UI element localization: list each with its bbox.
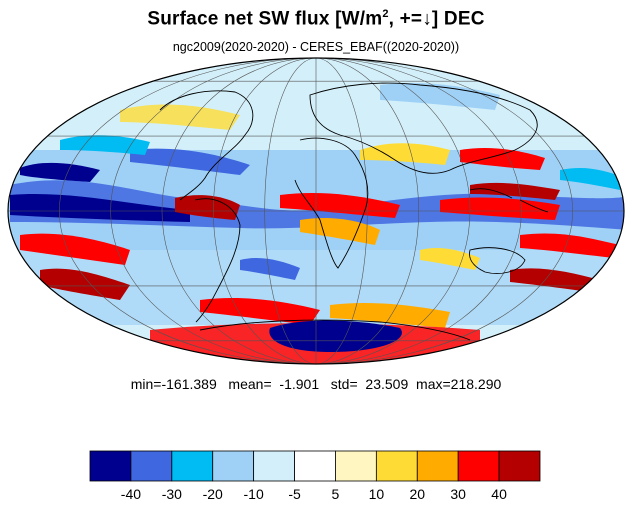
meridian-line [315, 58, 471, 364]
meridian-line [264, 58, 317, 364]
colorbar-swatch [253, 450, 295, 482]
colorbar-swatch [294, 450, 336, 482]
plot-subtitle: ngc2009(2020-2020) - CERES_EBAF((2020-20… [172, 40, 460, 54]
title-superscript: 2 [382, 8, 389, 20]
graticule [8, 58, 624, 364]
plot-title: Surface net SW flux [W/m2, +=↓] DEC [0, 8, 632, 30]
title-tail: , +=↓] DEC [388, 8, 485, 30]
meridian-line [161, 58, 317, 364]
map-border [7, 57, 625, 365]
colorbar-swatch [130, 450, 173, 482]
meridian-line [110, 58, 317, 364]
colorbar-swatch [457, 450, 500, 482]
colorbar-tick-label: 40 [491, 486, 507, 502]
stat-max-value: 218.290 [450, 376, 502, 392]
colorbar-tick-label: -10 [244, 486, 264, 502]
stat-std-value: 23.509 [361, 376, 409, 392]
stat-min-label: min= [130, 376, 162, 392]
meridian-line [315, 58, 419, 364]
colorbar-tick-label: 20 [409, 486, 425, 502]
stat-max-label: max= [416, 376, 451, 392]
colorbar-tick-label: -30 [162, 486, 182, 502]
colorbar-tick-label: -5 [288, 486, 301, 502]
colorbar-swatch [498, 450, 541, 482]
colorbar-swatch [171, 450, 214, 482]
meridian-line [315, 58, 368, 364]
stats-line: min=-161.389 mean= -1.901 std= 23.509 ma… [0, 376, 632, 392]
meridian-line [315, 58, 573, 364]
colorbar-tick-label: -40 [121, 486, 141, 502]
colorbar-swatch [335, 450, 377, 482]
colorbar-tick-label: 5 [332, 486, 340, 502]
meridian-line [315, 58, 522, 364]
stat-mean-value: -1.901 [275, 376, 320, 392]
meridian-line [59, 58, 317, 364]
colorbar-tick-label: -20 [203, 486, 223, 502]
colorbar-tick-label: 10 [369, 486, 385, 502]
colorbar-swatch [212, 450, 255, 482]
colorbar-swatch [416, 450, 459, 482]
meridian-line [213, 58, 317, 364]
colorbar-swatch [375, 450, 418, 482]
stat-std-label: std= [330, 376, 358, 392]
title-main: Surface net SW flux [W/m [147, 8, 383, 30]
colorbar-tick-label: 30 [450, 486, 466, 502]
stat-min-value: -161.389 [161, 376, 217, 392]
coastlines [159, 82, 549, 341]
colorbar-swatch [89, 450, 132, 482]
stat-mean-label: mean= [228, 376, 272, 392]
